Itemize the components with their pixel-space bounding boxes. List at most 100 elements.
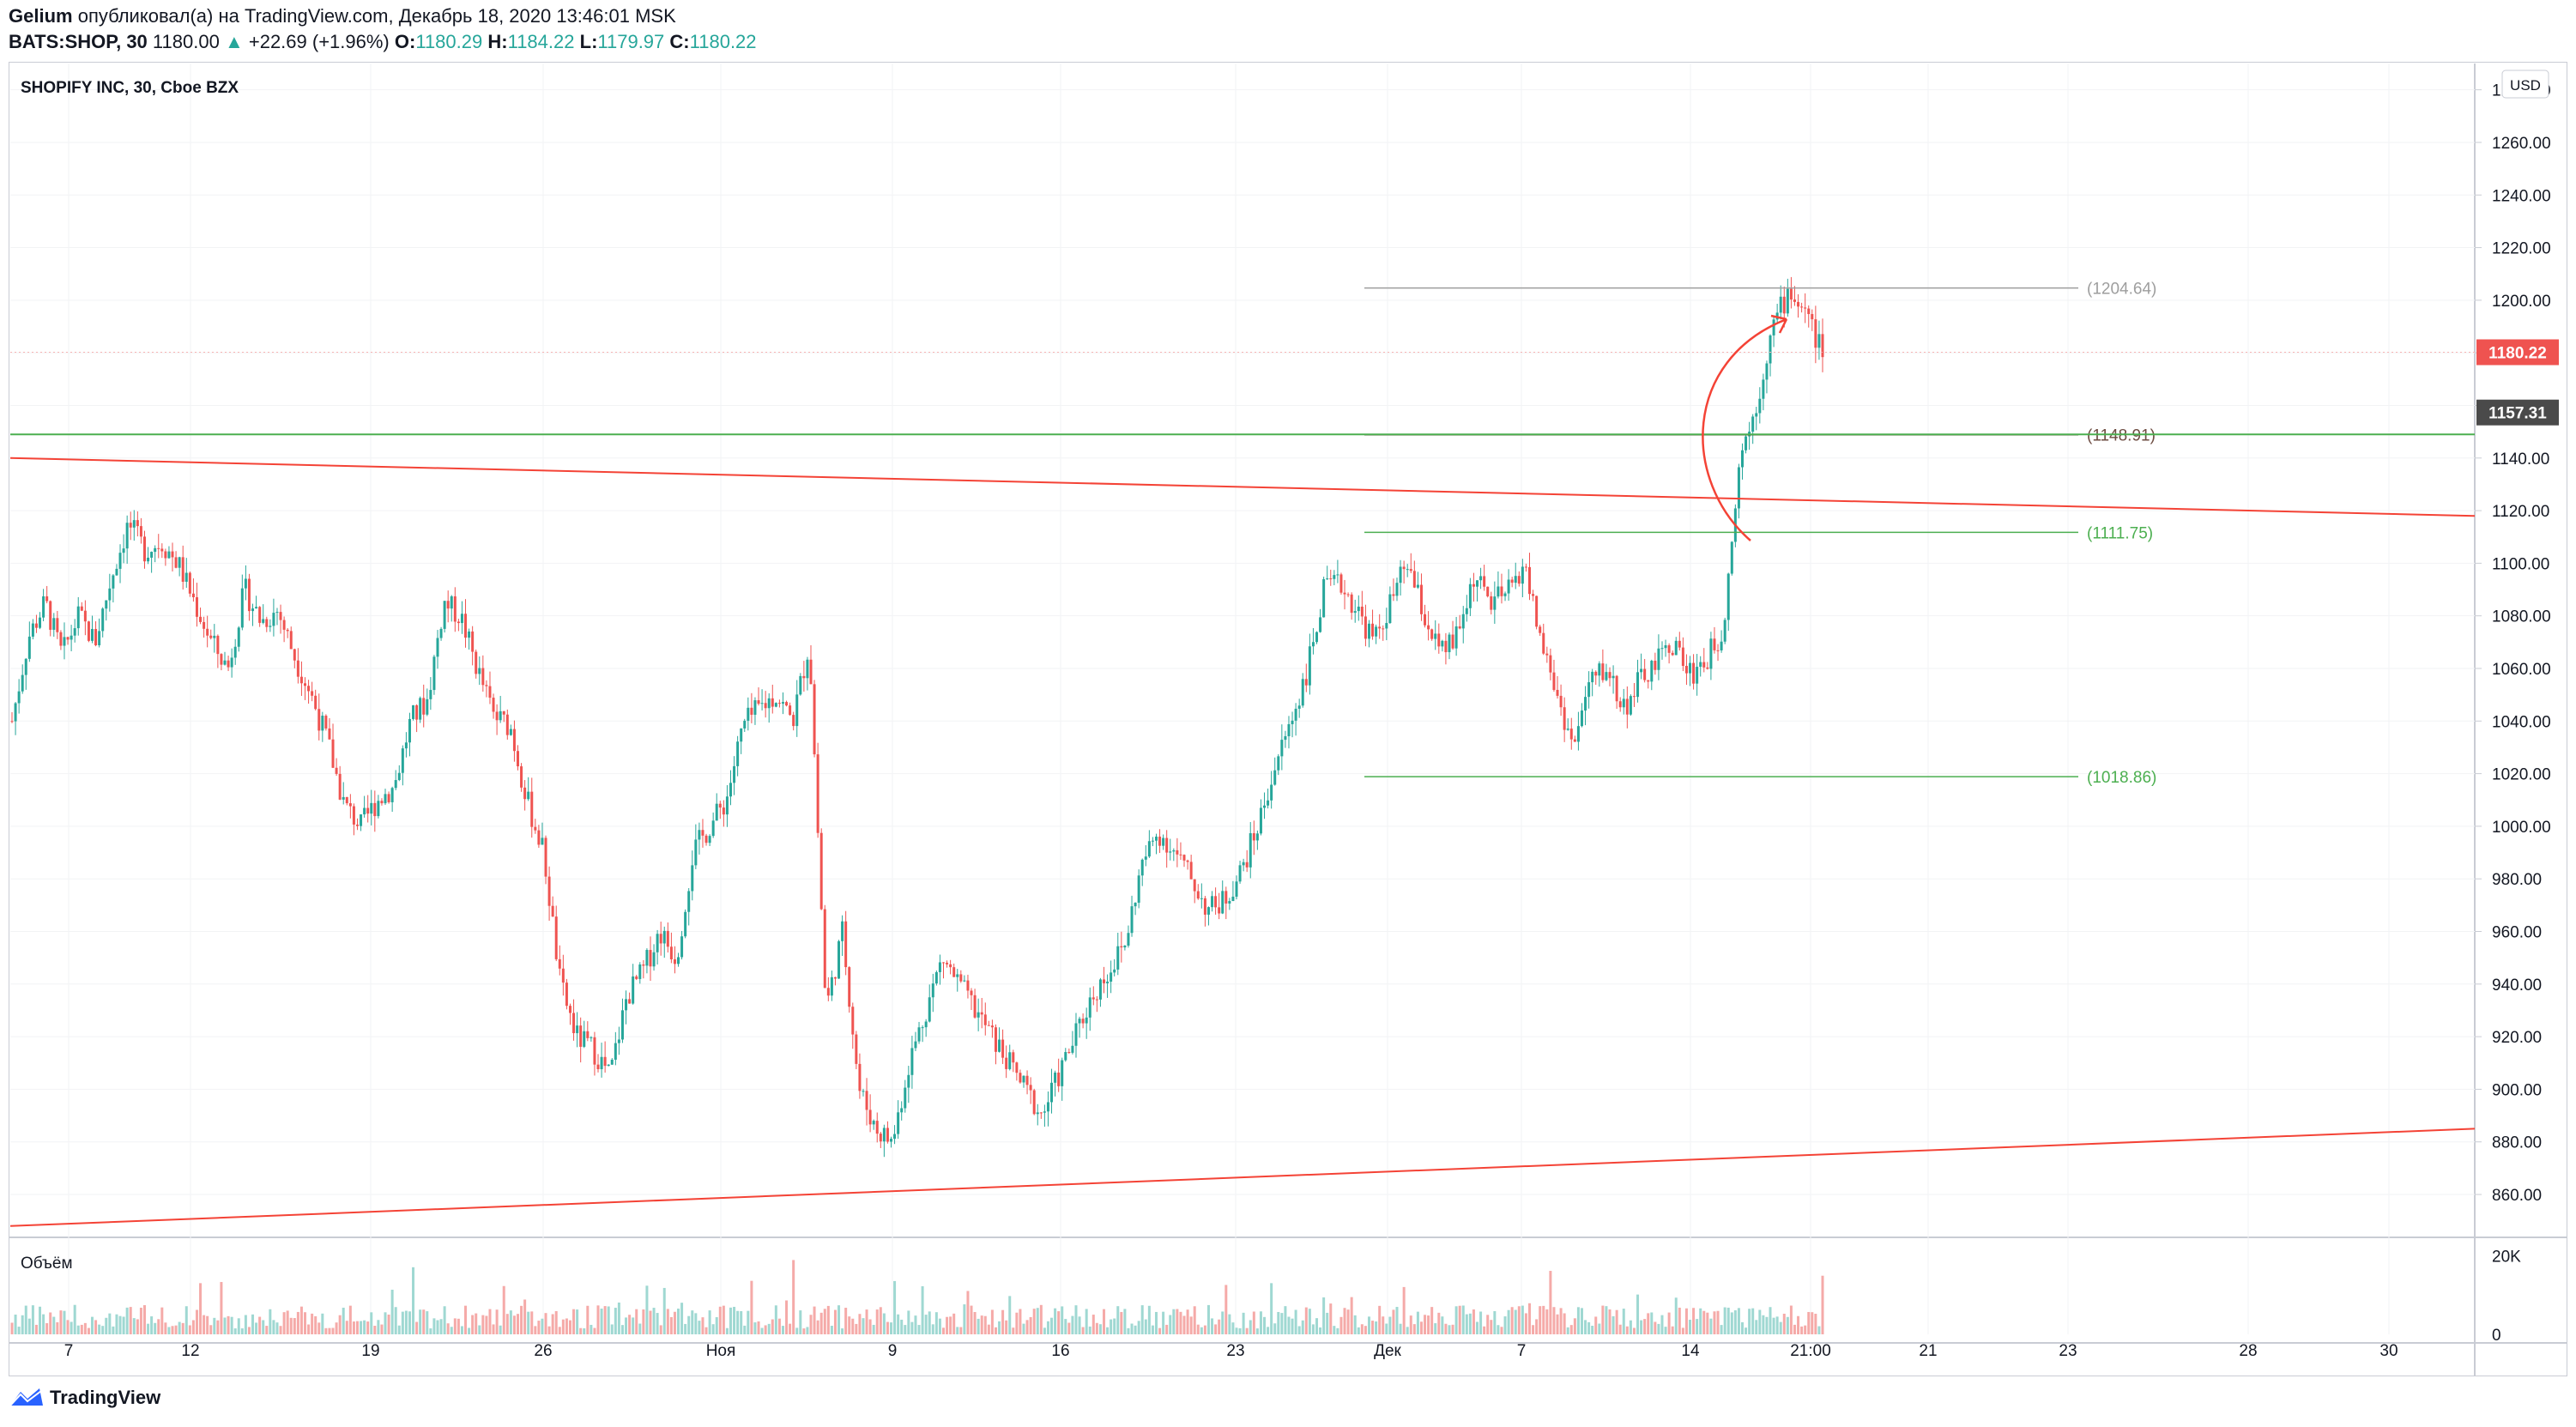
candle-body — [934, 971, 938, 984]
volume-bar — [1793, 1324, 1796, 1334]
arrowhead-icon — [1770, 314, 1788, 334]
trendline-lower[interactable] — [9, 1128, 2476, 1227]
publisher-name[interactable]: Gelium — [9, 5, 73, 27]
candle-body — [1559, 695, 1563, 708]
volume-bar — [1514, 1309, 1517, 1334]
volume-bar — [142, 1305, 146, 1334]
candle-body — [1706, 667, 1709, 669]
candle-body — [1329, 578, 1333, 580]
candle-body — [1315, 632, 1319, 643]
volume-bar — [272, 1320, 275, 1334]
candle-body — [1228, 901, 1231, 904]
volume-bar — [328, 1327, 331, 1334]
volume-bar — [1036, 1308, 1039, 1334]
candle-body — [1497, 586, 1500, 597]
volume-bar — [662, 1287, 666, 1334]
candle-body — [1252, 833, 1255, 841]
volume-bar — [1591, 1325, 1594, 1334]
candle-body — [966, 980, 970, 991]
volume-bar — [1696, 1319, 1699, 1334]
candle-body — [1416, 584, 1419, 588]
candle-body — [415, 704, 419, 720]
candle-body — [617, 1039, 620, 1043]
candle-body — [1326, 578, 1329, 580]
candle-body — [844, 921, 848, 968]
candle-body — [977, 1012, 980, 1018]
volume-bar — [990, 1309, 994, 1334]
volume-bar — [52, 1316, 56, 1334]
candle-body — [1472, 583, 1475, 587]
y-tick-label: 1220.00 — [2492, 240, 2551, 258]
volume-bar — [502, 1285, 505, 1334]
candle-body — [1409, 569, 1412, 571]
volume-bar — [865, 1309, 868, 1334]
low-value: 1179.97 — [597, 31, 665, 52]
candle-body — [1539, 626, 1542, 633]
candle-body — [924, 1021, 928, 1028]
candle-body — [946, 962, 949, 964]
volume-bar — [666, 1309, 669, 1334]
volume-bar — [299, 1306, 303, 1334]
candle-body — [317, 709, 321, 731]
volume-bar — [307, 1324, 311, 1334]
currency-badge[interactable] — [2501, 70, 2549, 99]
candle-body — [1067, 1052, 1071, 1054]
candle-body — [848, 967, 851, 1007]
candle-body — [299, 676, 303, 684]
candle-body — [694, 839, 698, 866]
volume-bar — [882, 1313, 886, 1334]
candle-body — [1043, 1111, 1046, 1113]
candle-body — [272, 613, 275, 626]
volume-bar — [1371, 1321, 1375, 1334]
close-value: 1180.22 — [689, 31, 757, 52]
volume-bar — [799, 1310, 802, 1334]
volume-bar — [269, 1309, 272, 1334]
candle-body — [1556, 690, 1559, 696]
volume-bar — [80, 1324, 83, 1334]
volume-bar — [1755, 1320, 1758, 1334]
volume-bar — [1678, 1307, 1681, 1334]
volume-bar — [184, 1306, 188, 1334]
candle-body — [1022, 1075, 1025, 1083]
candle-body — [541, 837, 544, 845]
footer-logo[interactable]: TradingView — [9, 1387, 160, 1409]
trendline-upper[interactable] — [9, 457, 2476, 517]
volume-bar — [366, 1321, 370, 1334]
candle-body — [1674, 640, 1678, 656]
volume-bar — [725, 1327, 729, 1334]
candle-body — [464, 614, 468, 638]
volume-bar — [45, 1323, 49, 1334]
candle-body — [1689, 662, 1692, 674]
candle-body — [390, 788, 394, 802]
volume-bar — [583, 1328, 586, 1334]
volume-bar — [645, 1285, 649, 1334]
volume-bar — [1493, 1310, 1497, 1334]
candle-body — [475, 651, 478, 674]
candle-body — [777, 703, 781, 704]
candle-body — [1702, 662, 1706, 668]
chart-frame[interactable] — [9, 62, 2567, 1376]
curved-arrow[interactable] — [1702, 317, 1787, 541]
volume-bar — [21, 1315, 24, 1334]
chart-header: Gelium опубликовал(а) на TradingView.com… — [9, 3, 757, 55]
volume-bar — [1343, 1308, 1346, 1334]
volume-bar — [1723, 1307, 1726, 1334]
candle-body — [1640, 668, 1643, 673]
candle-body — [1012, 1052, 1015, 1063]
y-tick-label: 1020.00 — [2492, 766, 2551, 784]
candle-body — [596, 1064, 600, 1070]
volume-bar — [586, 1305, 590, 1334]
y-tick-label: 1120.00 — [2492, 503, 2549, 521]
candle-body — [1186, 860, 1189, 862]
candle-body — [904, 1087, 907, 1109]
volume-bar — [1458, 1305, 1461, 1334]
volume-bar — [994, 1327, 997, 1334]
y-tick-label: 1240.00 — [2492, 187, 2551, 205]
candle-body — [1532, 594, 1535, 596]
candle-body — [1367, 623, 1370, 639]
volume-bar — [1807, 1311, 1811, 1334]
candle-body — [994, 1027, 997, 1052]
candle-body — [1147, 841, 1151, 857]
volume-bar — [98, 1324, 101, 1334]
